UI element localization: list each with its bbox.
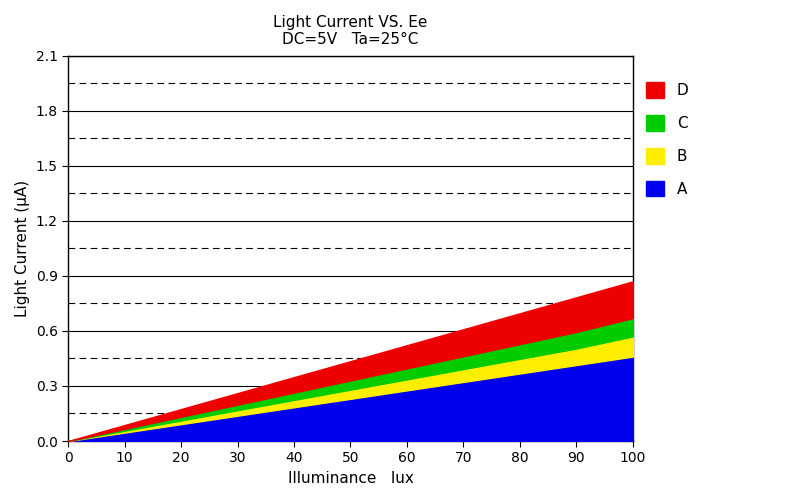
Legend: D, C, B, A: D, C, B, A — [646, 83, 689, 197]
X-axis label: Illuminance   lux: Illuminance lux — [287, 471, 414, 486]
Title: Light Current VS. Ee
DC=5V   Ta=25°C: Light Current VS. Ee DC=5V Ta=25°C — [274, 15, 428, 48]
Y-axis label: Light Current (μA): Light Current (μA) — [15, 180, 30, 317]
